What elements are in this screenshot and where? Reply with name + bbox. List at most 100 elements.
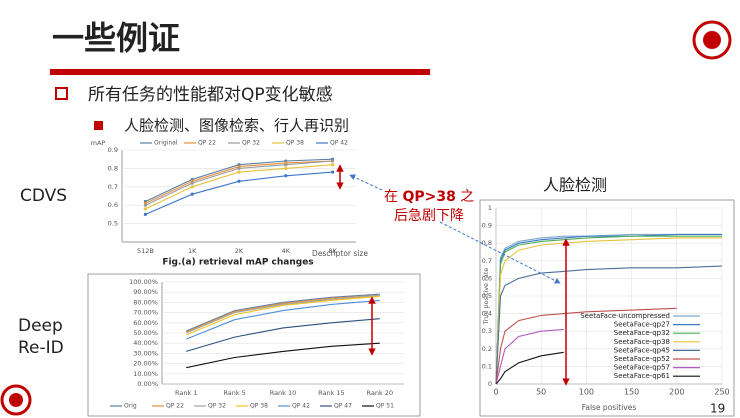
y-tick-label: 0.9 (482, 222, 492, 230)
y-tick-label: 20.00% (133, 360, 158, 368)
logo (0, 384, 32, 416)
x-tick-label: 1K (188, 247, 197, 255)
legend-label: QP 32 (242, 140, 260, 147)
x-tick-label: 512B (137, 247, 154, 255)
series-line (185, 295, 380, 336)
series-line (495, 233, 722, 385)
annotation: 后急剧下降 (394, 208, 464, 224)
y-tick-label: 0 (488, 380, 492, 388)
y-tick-label: 90.00% (133, 288, 158, 296)
logo (692, 20, 732, 60)
x-tick-label: 2K (235, 247, 244, 255)
bullet: 人脸检测、图像检索、行人再识别 (124, 117, 349, 135)
y-tick-label: 0.4 (482, 310, 492, 318)
annotation: 在 QP>38 之 (384, 189, 474, 205)
x-tick-label: Rank 5 (223, 389, 245, 397)
bullet-icon (55, 87, 68, 100)
slide-title: 一些例证 (52, 19, 180, 57)
series-line (145, 164, 333, 210)
x-axis-label: Descriptor size (312, 249, 368, 258)
y-tick-label: 0.9 (108, 146, 118, 154)
y-axis-label: True positive rate (482, 268, 490, 326)
y-tick-label: 100.00% (129, 278, 158, 286)
legend-label: QP 32 (208, 403, 226, 410)
legend-label: SeetaFace-qp32 (614, 329, 670, 337)
x-tick-label: 50 (536, 388, 546, 397)
legend-label: SeetaFace-uncompressed (580, 312, 670, 320)
x-tick-label: 4K (282, 247, 291, 255)
side-label: CDVS (20, 186, 67, 206)
x-tick-label: 150 (624, 388, 639, 397)
y-axis-label: mAP (91, 139, 106, 147)
y-tick-label: 0.3 (482, 327, 492, 335)
annotation-text: 在 (384, 189, 402, 205)
y-tick-label: 50.00% (133, 329, 158, 337)
point (331, 170, 335, 174)
series-line (495, 233, 722, 385)
series-line (495, 237, 722, 385)
page-number: 19 (710, 402, 725, 416)
legend-label: SeetaFace-qp38 (614, 338, 670, 346)
series-line (186, 342, 380, 369)
y-tick-label: 0.2 (482, 345, 492, 353)
series-line (145, 171, 333, 215)
y-tick-label: 80.00% (133, 298, 158, 306)
x-axis-label: False positives (582, 403, 637, 412)
series-line (185, 294, 380, 334)
y-tick-label: 0.8 (108, 164, 118, 172)
x-tick-label: 200 (669, 388, 684, 397)
annotation-emphasis: QP>38 (402, 189, 455, 205)
x-tick-label: 0 (493, 388, 498, 397)
legend-label: QP 22 (198, 140, 216, 147)
y-tick-label: 0.6 (108, 201, 118, 209)
y-tick-label: 70.00% (133, 309, 158, 317)
chart-title: 人脸检测 (543, 176, 607, 195)
bullet-icon (94, 121, 103, 130)
y-tick-label: 0.00% (137, 380, 158, 388)
legend-label: QP 22 (166, 403, 184, 410)
y-tick-label: 1 (488, 204, 492, 212)
series-line (185, 299, 380, 340)
series-line (495, 307, 677, 385)
y-tick-label: 10.00% (133, 370, 158, 378)
series-line (185, 294, 380, 333)
legend-label: SeetaFace-qp57 (614, 364, 670, 372)
y-tick-label: 40.00% (133, 339, 158, 347)
side-label: Deep (18, 316, 63, 336)
series-line (185, 293, 380, 332)
series-line (186, 318, 380, 352)
legend-label: Orig (124, 403, 137, 410)
y-tick-label: 0.7 (482, 257, 492, 265)
legend-label: Original (154, 140, 178, 147)
legend-label: QP 38 (250, 403, 268, 410)
y-tick-label: 30.00% (133, 349, 158, 357)
y-tick-label: 60.00% (133, 319, 158, 327)
arrows (336, 164, 570, 386)
legend-label: SeetaFace-qp45 (614, 346, 670, 354)
legend-label: SeetaFace-qp61 (614, 372, 670, 380)
title-bar (50, 69, 430, 75)
series-line (495, 328, 564, 385)
annotation-text: 之 (456, 189, 474, 205)
x-tick-label: Rank 1 (175, 389, 197, 397)
charts: 0.5 0.6 0.7 0.8 0.9 512B 1K 2K 4K 8K Fig.(a) retri… (91, 139, 730, 412)
legend-label: QP 51 (376, 403, 394, 410)
series-line (495, 351, 564, 385)
legend-label: QP 42 (330, 140, 348, 147)
bullet: 所有任务的性能都对QP变化敏感 (88, 85, 333, 105)
y-tick-label: 0.1 (482, 362, 492, 370)
series-line (145, 158, 333, 202)
side-label: Re-ID (18, 338, 64, 358)
series-line (495, 235, 722, 385)
y-tick-label: 0.7 (108, 183, 118, 191)
x-tick-label: Rank 10 (270, 389, 297, 397)
chart-frame (479, 199, 735, 417)
chart-frame (87, 273, 421, 417)
legend-label: QP 38 (286, 140, 304, 147)
series-line (145, 160, 333, 204)
x-tick-label: Rank 20 (367, 389, 394, 397)
legend-label: QP 47 (334, 403, 352, 410)
x-tick-label: 250 (714, 388, 729, 397)
